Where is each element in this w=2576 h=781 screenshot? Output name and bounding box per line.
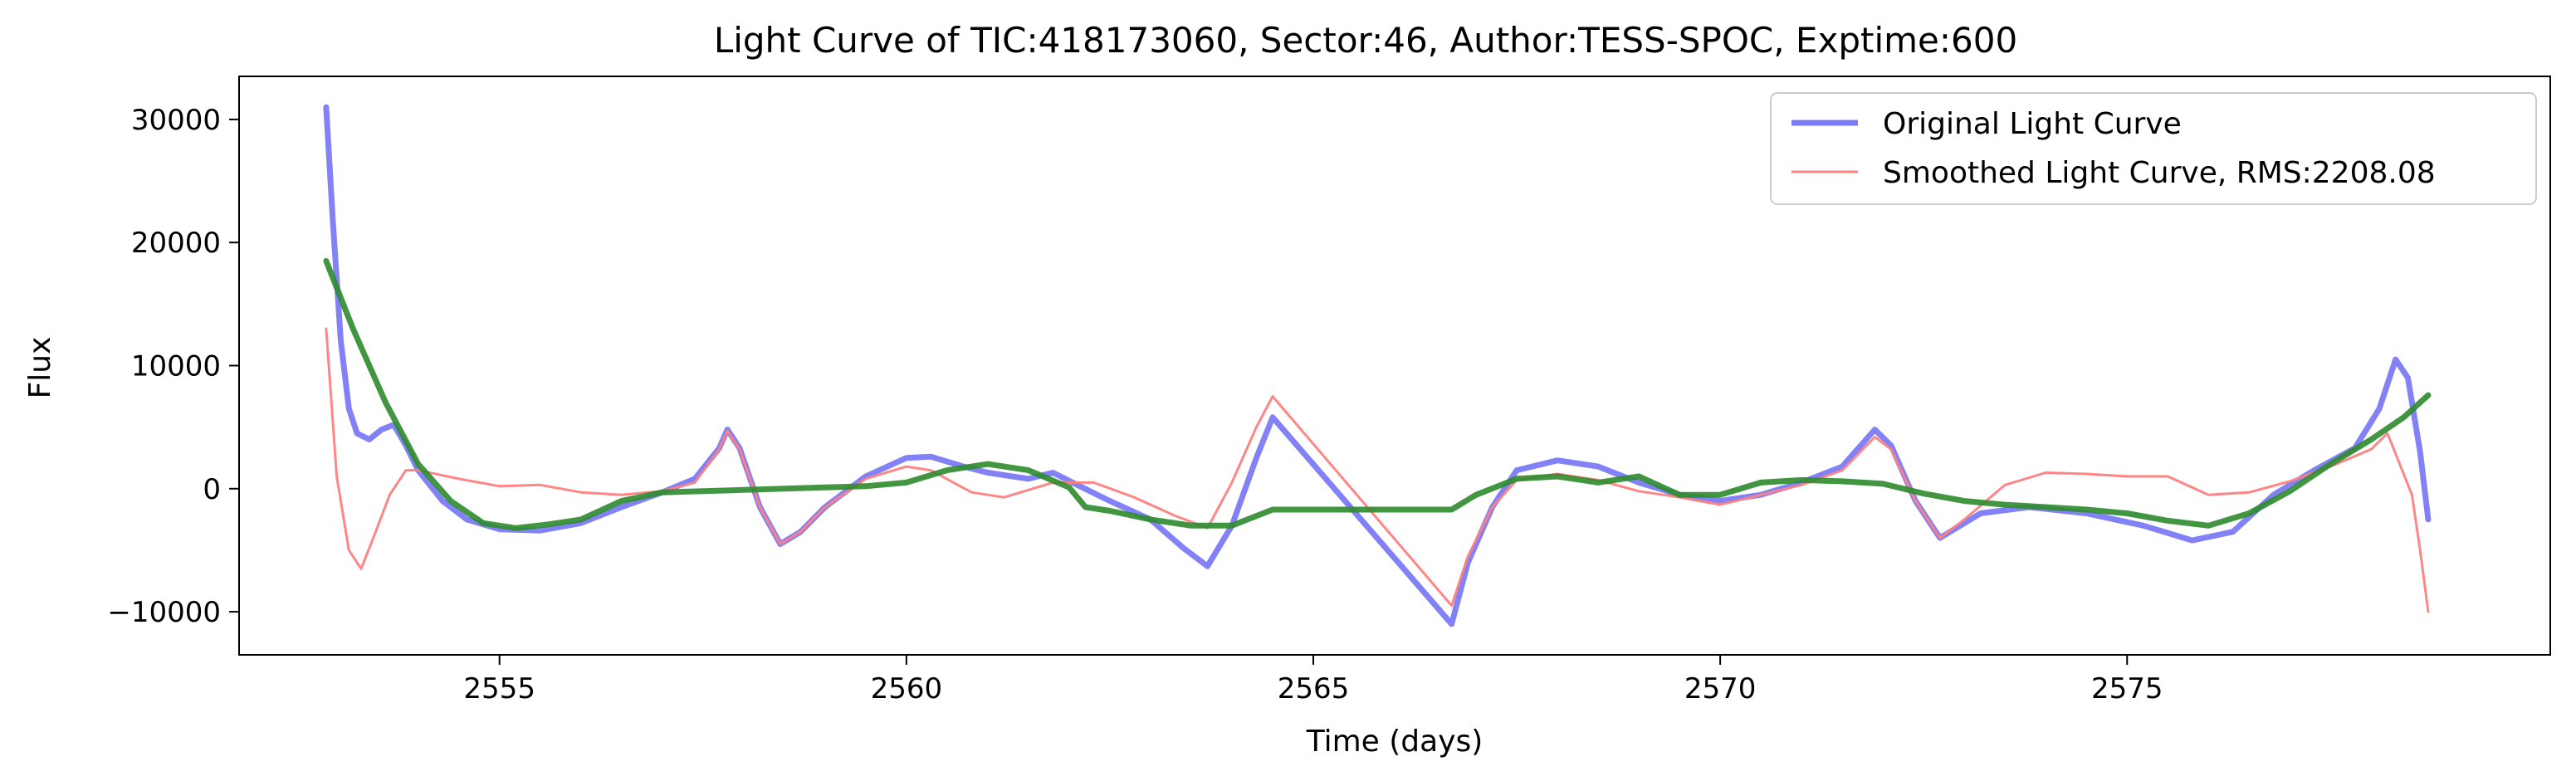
legend-label-smoothed: Smoothed Light Curve, RMS:2208.08 xyxy=(1883,156,2436,190)
x-tick-label: 2565 xyxy=(1278,672,1350,705)
series-trend-fit xyxy=(323,257,2432,531)
y-tick-label: 10000 xyxy=(131,350,221,383)
y-tick-label: 30000 xyxy=(131,104,221,137)
y-axis-label: Flux xyxy=(23,337,57,399)
y-tick-label: 0 xyxy=(203,473,221,506)
x-tick-label: 2555 xyxy=(463,672,535,705)
y-tick-label: −10000 xyxy=(107,596,221,629)
x-tick-label: 2560 xyxy=(871,672,943,705)
plot-area xyxy=(323,104,2432,627)
x-tick-label: 2575 xyxy=(2091,672,2163,705)
legend: Original Light Curve Smoothed Light Curv… xyxy=(1770,92,2537,205)
x-tick-label: 2570 xyxy=(1684,672,1757,705)
y-tick-label: 20000 xyxy=(131,227,221,260)
x-axis-ticks: 2555 2560 2565 2570 2575 xyxy=(463,655,2163,705)
series-smoothed-light-curve xyxy=(325,327,2430,613)
legend-label-original: Original Light Curve xyxy=(1883,107,2182,141)
chart-title: Light Curve of TIC:418173060, Sector:46,… xyxy=(714,20,2017,61)
x-axis-label: Time (days) xyxy=(1306,725,1484,759)
y-axis-ticks: −10000 0 10000 20000 30000 xyxy=(107,104,239,629)
legend-box xyxy=(1770,92,2537,205)
